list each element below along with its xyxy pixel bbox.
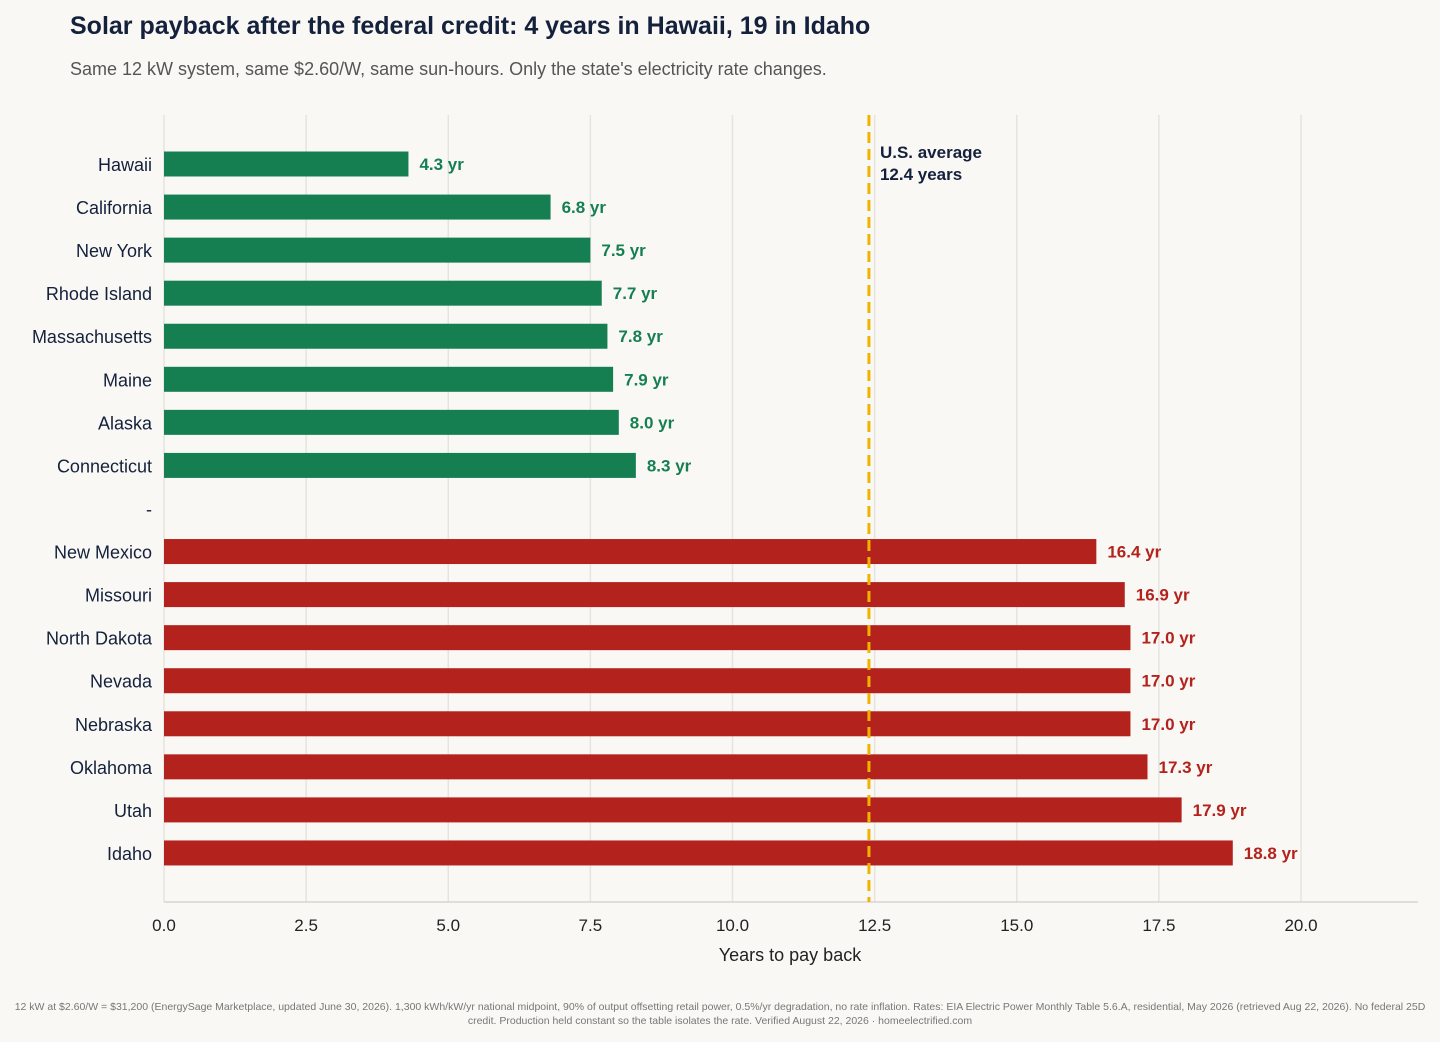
value-label: 7.5 yr: [601, 241, 646, 260]
x-tick-label: 2.5: [294, 916, 318, 935]
value-label: 18.8 yr: [1244, 844, 1298, 863]
category-label: Connecticut: [57, 456, 152, 476]
value-labels: 4.3 yr 6.8 yr 7.5 yr 7.7 yr 7.8 yr 7.9 yr 8.0 …: [419, 155, 1298, 863]
category-label: New York: [76, 241, 153, 261]
category-label: New Mexico: [54, 543, 152, 563]
value-label: 8.3 yr: [647, 456, 692, 475]
bar: [164, 840, 1233, 866]
value-label: 8.0 yr: [630, 413, 675, 432]
category-label: Hawaii: [98, 155, 152, 175]
reference-line-group: U.S. average 12.4 years: [867, 115, 982, 902]
value-label: 7.8 yr: [618, 327, 663, 346]
value-label: 17.3 yr: [1159, 758, 1213, 777]
bar: [164, 625, 1131, 651]
value-label: 7.7 yr: [613, 284, 658, 303]
category-label: Massachusetts: [32, 327, 152, 347]
x-tick-label: 20.0: [1284, 916, 1317, 935]
bar: [164, 237, 591, 263]
value-label: 4.3 yr: [419, 155, 464, 174]
x-tick-label: 10.0: [716, 916, 749, 935]
bar: [164, 711, 1131, 737]
category-labels: Hawaii California New York Rhode Island Mass…: [32, 155, 153, 864]
value-label: 7.9 yr: [624, 370, 669, 389]
x-tick-label: 15.0: [1000, 916, 1033, 935]
x-tick-label: 7.5: [579, 916, 603, 935]
category-label: Maine: [103, 370, 152, 390]
bar: [164, 151, 409, 177]
value-label: 17.0 yr: [1141, 715, 1195, 734]
bars: [164, 151, 1233, 866]
bar: [164, 323, 608, 349]
x-tick-labels: 0.0 2.5 5.0 7.5 10.0 12.5 15.0 17.5 20.0: [152, 916, 1317, 935]
category-label: North Dakota: [46, 629, 153, 649]
bar: [164, 280, 602, 306]
bar: [164, 754, 1148, 780]
x-tick-label: 0.0: [152, 916, 176, 935]
footnote: 12 kW at $2.60/W = $31,200 (EnergySage M…: [14, 1001, 1426, 1027]
value-label: 17.9 yr: [1193, 801, 1247, 820]
us-average-label: U.S. average: [880, 143, 982, 162]
bar: [164, 452, 636, 478]
x-tick-label: 12.5: [858, 916, 891, 935]
bar: [164, 366, 614, 392]
bar: [164, 194, 551, 220]
bar-chart: U.S. average 12.4 years Hawaii California N…: [32, 115, 1418, 965]
gridlines: [163, 115, 1302, 902]
x-tick-label: 17.5: [1142, 916, 1175, 935]
value-label: 17.0 yr: [1141, 629, 1195, 648]
bar: [164, 582, 1125, 608]
x-axis-label: Years to pay back: [719, 945, 862, 965]
category-label: Nevada: [90, 672, 153, 692]
us-average-value: 12.4 years: [880, 165, 962, 184]
category-label: Utah: [114, 801, 152, 821]
value-label: 16.4 yr: [1107, 543, 1161, 562]
value-label: 16.9 yr: [1136, 586, 1190, 605]
bar: [164, 539, 1097, 565]
category-label: Idaho: [107, 844, 152, 864]
category-label: Oklahoma: [70, 758, 153, 778]
chart-subtitle: Same 12 kW system, same $2.60/W, same su…: [70, 59, 827, 79]
category-label: -: [146, 499, 152, 519]
bar: [164, 668, 1131, 694]
chart-title: Solar payback after the federal credit: …: [70, 12, 871, 40]
bar: [164, 409, 619, 435]
category-label: Alaska: [98, 413, 153, 433]
x-tick-label: 5.0: [436, 916, 460, 935]
category-label: Nebraska: [75, 715, 153, 735]
category-label: California: [76, 198, 153, 218]
value-label: 6.8 yr: [562, 198, 607, 217]
value-label: 17.0 yr: [1141, 672, 1195, 691]
bar: [164, 797, 1182, 823]
category-label: Rhode Island: [46, 284, 152, 304]
category-label: Missouri: [85, 586, 152, 606]
